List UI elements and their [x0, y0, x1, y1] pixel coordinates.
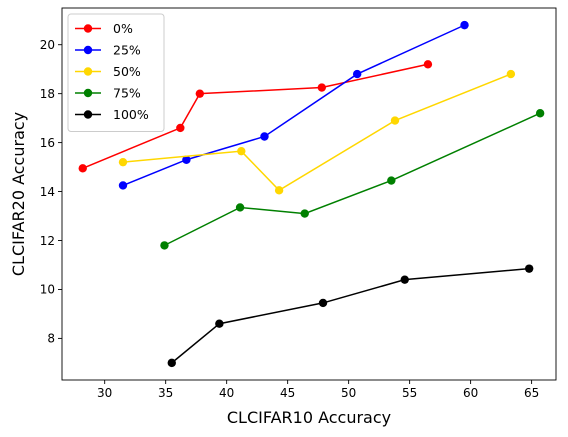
y-tick-label: 20 — [40, 38, 55, 52]
legend-marker — [83, 67, 93, 76]
legend-label: 75% — [113, 86, 141, 101]
series-2 — [118, 69, 516, 195]
data-point — [176, 123, 185, 133]
legend-item: 50% — [75, 64, 141, 79]
y-tick-label: 8 — [47, 332, 55, 346]
y-tick-label: 12 — [40, 234, 55, 248]
y-tick-label: 18 — [40, 87, 55, 101]
legend-item: 0% — [75, 21, 133, 36]
x-tick-label: 35 — [158, 386, 173, 400]
data-point — [506, 69, 516, 79]
legend-item: 75% — [75, 86, 141, 101]
y-axis-label: CLCIFAR20 Accuracy — [9, 112, 28, 276]
series-line — [122, 24, 465, 187]
legend-label: 50% — [113, 64, 141, 79]
data-point — [118, 157, 128, 167]
data-point — [237, 146, 246, 156]
axes-frame — [61, 7, 557, 381]
data-point — [167, 358, 176, 368]
legend-label: 25% — [113, 43, 141, 58]
legend-marker — [83, 45, 93, 55]
series-3 — [160, 109, 545, 250]
series-4 — [167, 264, 534, 368]
y-tick-label: 16 — [40, 136, 55, 150]
data-point — [387, 176, 396, 185]
x-tick-label: 60 — [463, 386, 478, 400]
data-point — [318, 298, 328, 308]
data-point — [160, 241, 169, 250]
data-point — [317, 83, 327, 92]
series-line — [164, 112, 541, 247]
x-tick-label: 40 — [219, 386, 234, 400]
x-tick-label: 45 — [280, 386, 295, 400]
series-line — [122, 73, 512, 192]
legend-box — [67, 13, 165, 132]
legend-item: 100% — [75, 107, 149, 122]
data-point — [78, 164, 87, 173]
data-point — [118, 181, 128, 190]
legend-label: 0% — [113, 21, 133, 36]
series-line — [171, 267, 530, 364]
legend-label: 100% — [113, 107, 149, 122]
plot-area — [78, 20, 545, 368]
data-point — [300, 209, 309, 218]
data-point — [460, 20, 469, 30]
x-tick-label: 65 — [524, 386, 539, 400]
data-point — [195, 89, 205, 98]
data-point — [260, 132, 269, 141]
data-point — [352, 69, 362, 79]
legend-marker — [83, 110, 93, 119]
data-point — [535, 109, 545, 118]
y-tick-label: 14 — [40, 185, 55, 199]
data-point — [400, 275, 409, 284]
data-point — [390, 116, 400, 125]
x-axis-label: CLCIFAR10 Accuracy — [227, 408, 391, 427]
legend-item: 25% — [75, 43, 141, 58]
legend-marker — [83, 88, 93, 98]
x-tick-label: 50 — [341, 386, 356, 400]
data-point — [235, 203, 245, 212]
data-point — [182, 155, 191, 164]
data-point — [274, 186, 284, 195]
axes: 30 35 40 45 50 55 60 65 8 10 12 14 16 18 20 — [40, 7, 557, 400]
data-point — [215, 319, 224, 328]
legend-marker — [83, 24, 93, 33]
data-point — [423, 60, 433, 69]
legend: 0% 25% 50% 75% 100% — [67, 13, 165, 132]
y-tick-label: 10 — [40, 283, 55, 297]
series-1 — [118, 20, 469, 190]
series-0 — [78, 60, 433, 173]
data-point — [524, 264, 534, 273]
x-tick-label: 30 — [97, 386, 112, 400]
x-tick-label: 55 — [402, 386, 417, 400]
